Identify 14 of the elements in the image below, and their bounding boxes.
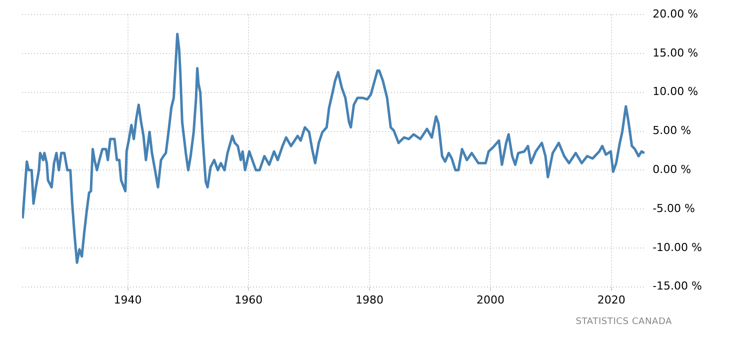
y-tick-label: -10.00 % <box>652 240 702 254</box>
x-tick-label: 1980 <box>356 293 384 306</box>
x-tick-label: 2000 <box>476 293 504 306</box>
x-tick-label: 1960 <box>234 293 263 306</box>
y-tick-label: 10.00 % <box>652 85 698 98</box>
x-tick-label: 1940 <box>114 293 142 306</box>
y-tick-label: 20.00 % <box>652 7 698 20</box>
y-tick-label: 5.00 % <box>652 124 692 138</box>
y-tick-label: 15.00 % <box>652 46 698 60</box>
x-tick-label: 2020 <box>597 293 626 306</box>
y-tick-label: 0.00 % <box>652 163 692 176</box>
y-tick-label: -15.00 % <box>652 280 702 293</box>
y-tick-label: -5.00 % <box>652 202 696 215</box>
text: STATISTICS CANADA <box>576 317 672 327</box>
